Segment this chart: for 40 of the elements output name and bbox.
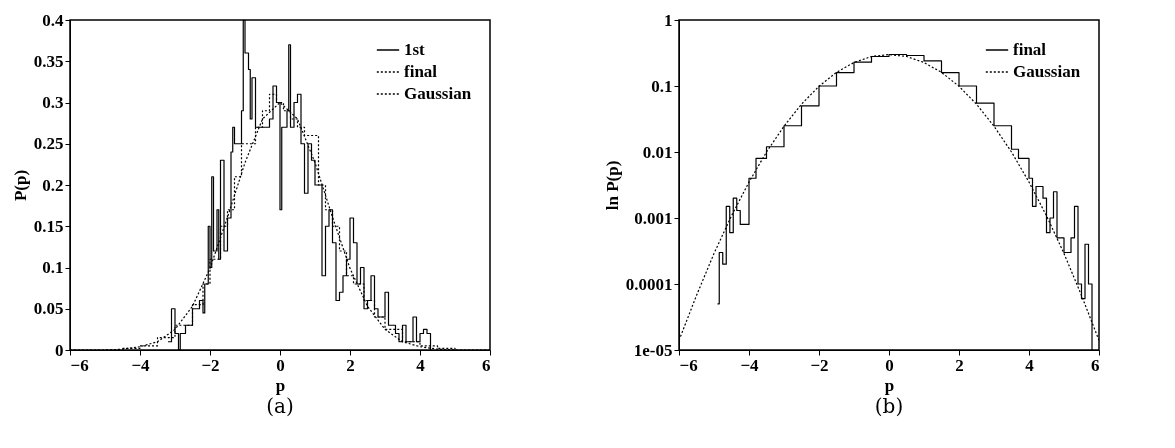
y-tick-label: 0 (55, 340, 64, 360)
y-tick-label: 0.3 (42, 93, 64, 112)
x-tick-label: 4 (1025, 355, 1035, 375)
x-tick-label: −6 (679, 355, 698, 375)
legend-label: 1st (404, 40, 426, 59)
x-tick-label: −6 (70, 355, 89, 375)
y-tick-label: 0.35 (33, 51, 64, 71)
x-tick-label: 4 (416, 355, 426, 375)
y-tick-label: 0.05 (33, 299, 64, 319)
legend-label: final (1013, 40, 1047, 59)
x-axis-title: p (275, 375, 286, 395)
y-tick-label: 0.15 (33, 216, 64, 236)
legend-label: Gaussian (1013, 62, 1081, 81)
y-tick-label: 0.1 (42, 258, 64, 277)
y-tick-label: 0.2 (42, 175, 64, 195)
y-tick-label: 0.001 (634, 208, 673, 228)
x-tick-label: −2 (810, 355, 829, 375)
y-tick-label: 0.4 (42, 10, 64, 30)
x-tick-label: 2 (346, 355, 355, 375)
x-tick-label: 6 (1091, 355, 1100, 375)
x-tick-label: −4 (131, 355, 151, 375)
y-tick-label: 0.01 (642, 142, 673, 162)
y-axis-title: ln P(p) (602, 160, 622, 211)
x-tick-label: 2 (955, 355, 964, 375)
legend-label: final (404, 62, 438, 81)
text: (b) (874, 394, 904, 418)
text: (a) (266, 394, 294, 418)
y-tick-label: 0.1 (651, 76, 673, 96)
x-tick-label: −4 (740, 355, 760, 375)
x-axis-title: p (884, 375, 895, 395)
y-tick-label: 1e-05 (633, 340, 673, 360)
y-tick-label: 0.25 (33, 134, 64, 154)
y-tick-label: 0.0001 (625, 274, 673, 294)
y-tick-label: 1 (664, 10, 673, 30)
y-axis-title: P(p) (10, 169, 30, 202)
x-tick-label: 6 (482, 355, 491, 375)
legend-label: Gaussian (404, 84, 472, 103)
x-tick-label: 0 (885, 355, 894, 375)
x-tick-label: 0 (276, 355, 285, 375)
x-tick-label: −2 (201, 355, 220, 375)
